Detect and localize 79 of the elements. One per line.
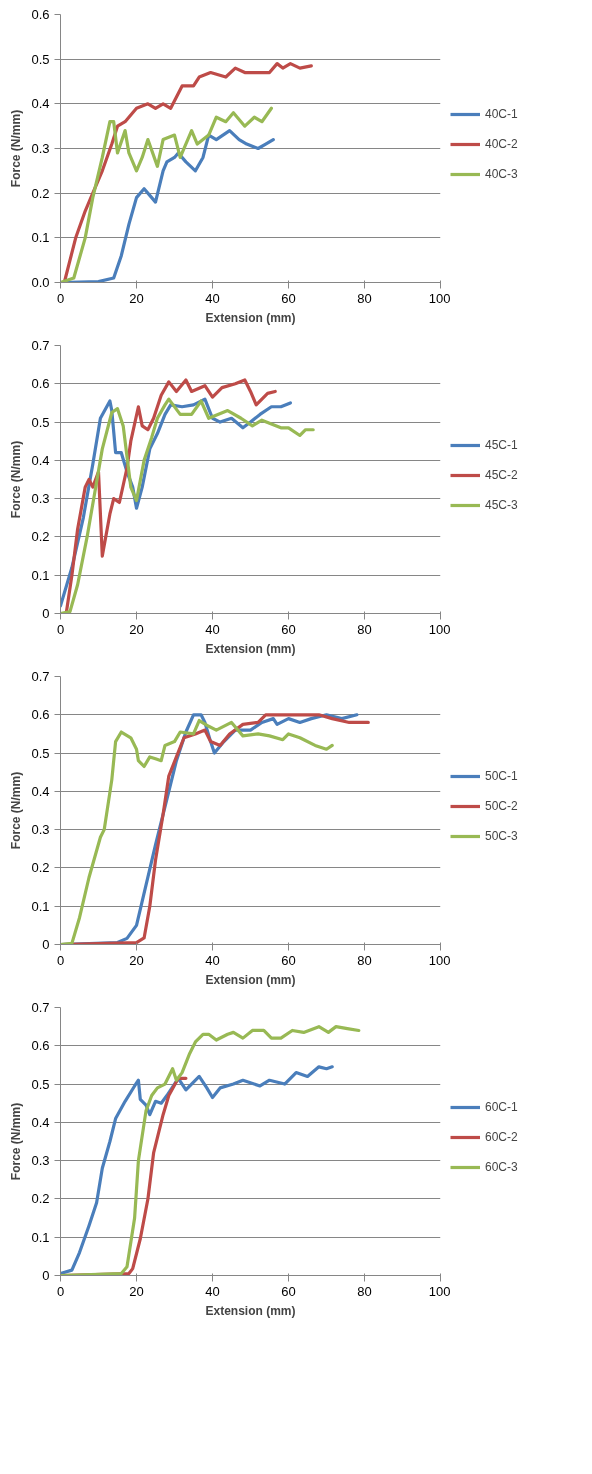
legend-label: 45C-1 [485,437,518,452]
y-tick-label: 0.6 [31,707,50,723]
x-tick-label: 100 [428,1283,451,1299]
y-tick-label: 0.2 [31,185,50,201]
legend-label: 40C-3 [485,166,518,181]
x-tick-label: 60 [281,952,296,968]
legend-label: 40C-2 [485,136,518,151]
y-tick-label: 0.4 [31,96,50,112]
line-series [60,62,313,283]
x-tick-label: 0 [56,1283,65,1299]
y-tick-label: 0.7 [31,338,50,353]
line-series [64,378,277,614]
y-axis-title: Force (N/mm) [9,771,24,850]
y-tick-label: 0.5 [31,1076,50,1092]
x-axis-title: Extension (mm) [205,1303,296,1318]
legend-label: 50C-1 [485,768,518,783]
legend-label: 50C-2 [485,798,518,813]
x-tick-label: 40 [205,621,220,637]
y-tick-label: 0.3 [31,491,50,507]
y-tick-label: 0 [42,937,50,952]
y-tick-label: 0.4 [31,1114,50,1130]
x-tick-label: 60 [281,290,296,306]
x-tick-label: 20 [129,952,144,968]
x-tick-label: 20 [129,290,144,306]
x-tick-label: 0 [56,952,65,968]
y-tick-label: 0.5 [31,414,50,430]
y-tick-label: 0.1 [31,567,50,583]
x-tick-label: 60 [281,621,296,637]
x-axis-title: Extension (mm) [205,310,296,325]
x-axis-title: Extension (mm) [205,641,296,656]
y-tick-label: 0.1 [31,230,50,246]
x-tick-label: 0 [56,621,65,637]
y-axis-title: Force (N/mm) [9,1102,24,1181]
legend-label: 60C-2 [485,1129,518,1144]
y-tick-label: 0.7 [31,1000,50,1015]
x-tick-label: 100 [428,621,451,637]
x-axis-title: Extension (mm) [205,972,296,987]
y-tick-label: 0.0 [31,275,50,290]
x-tick-label: 60 [281,1283,296,1299]
y-tick-label: 0.6 [31,1038,50,1054]
x-tick-label: 20 [129,621,144,637]
x-tick-label: 80 [357,621,372,637]
y-tick-label: 0.5 [31,745,50,761]
legend-label: 40C-1 [485,106,518,121]
y-tick-label: 0.3 [31,822,50,838]
y-tick-label: 0.2 [31,529,50,545]
y-axis-title: Force (N/mm) [9,440,24,519]
x-tick-label: 80 [357,1283,372,1299]
y-tick-label: 0.3 [31,141,50,156]
y-tick-label: 0.5 [31,51,50,67]
y-tick-label: 0.2 [31,860,50,876]
line-series [60,1025,361,1276]
x-tick-label: 20 [129,1283,144,1299]
y-tick-label: 0.6 [31,7,50,22]
y-tick-label: 0.1 [31,1229,50,1245]
y-tick-label: 0.3 [31,1153,50,1169]
y-tick-label: 0 [42,1268,50,1283]
legend-label: 45C-2 [485,467,518,482]
legend-label: 60C-3 [485,1159,518,1174]
x-tick-label: 40 [205,290,220,306]
x-tick-label: 40 [205,1283,220,1299]
x-tick-label: 40 [205,952,220,968]
x-tick-label: 0 [56,290,65,306]
x-tick-label: 100 [428,952,451,968]
x-tick-label: 80 [357,952,372,968]
legend-label: 45C-3 [485,497,518,512]
x-tick-label: 80 [357,290,372,306]
y-tick-label: 0.4 [31,783,50,799]
y-tick-label: 0.2 [31,1191,50,1207]
x-tick-label: 100 [428,290,451,306]
line-series [60,1065,334,1276]
y-tick-label: 0 [42,606,50,621]
y-axis-title: Force (N/mm) [9,109,24,188]
y-tick-label: 0.1 [31,898,50,914]
y-tick-label: 0.7 [31,669,50,684]
y-tick-label: 0.6 [31,376,50,392]
legend-label: 60C-1 [485,1099,518,1114]
legend-label: 50C-3 [485,828,518,843]
y-tick-label: 0.4 [31,452,50,468]
